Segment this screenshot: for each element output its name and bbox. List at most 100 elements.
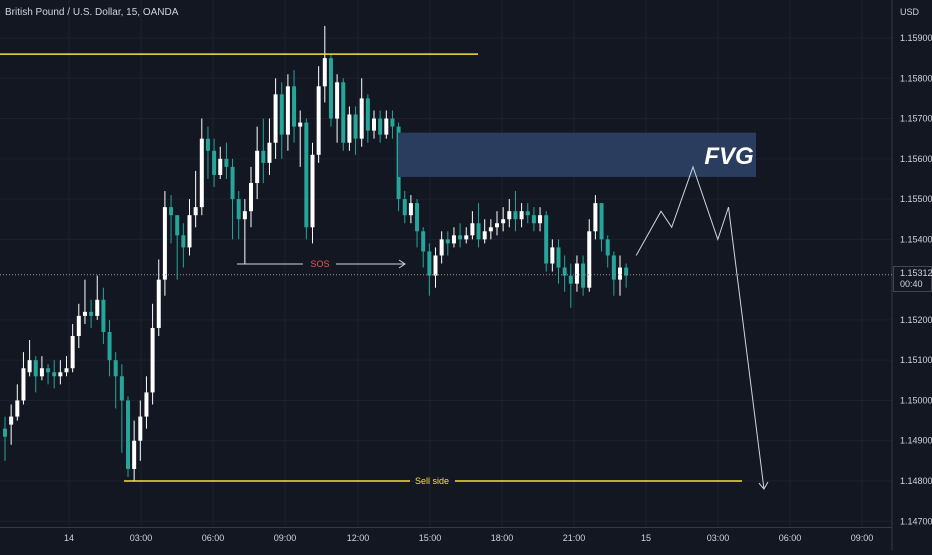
bull-candle [261, 118, 266, 183]
bear-candle [199, 118, 204, 216]
bear-candle [76, 303, 81, 349]
time-axis[interactable]: 14 03:00 06:00 09:00 12:00 15:00 18:00 21:00 15 0… [64, 533, 873, 543]
candle-body [89, 311, 94, 316]
candle-body [224, 158, 229, 167]
candle-body [378, 118, 383, 135]
bear-candle [9, 404, 14, 445]
bull-candle [390, 110, 395, 139]
candle-body [261, 150, 266, 163]
last-price-value: 1.15312 [900, 268, 932, 278]
bear-candle [335, 74, 340, 143]
bear-candle [273, 78, 278, 159]
time-tick-label: 14 [64, 533, 74, 543]
bull-candle [107, 319, 112, 377]
bull-candle [212, 138, 217, 188]
bear-candle [132, 420, 137, 481]
bull-candle [126, 396, 130, 477]
time-tick-label: 18:00 [491, 533, 514, 543]
bull-candle [421, 227, 426, 268]
bull-candle [402, 191, 407, 224]
currency-label: USD [900, 7, 920, 17]
candle-body [538, 215, 543, 224]
bear-candle [408, 195, 413, 224]
candle-body [335, 82, 340, 119]
bull-candle [353, 106, 358, 155]
candle-body [445, 239, 450, 244]
candle-body [193, 207, 198, 216]
candle-body [212, 150, 217, 175]
candle-body [365, 98, 370, 131]
candle-body [605, 239, 610, 256]
candle-body [402, 199, 407, 216]
bull-candle [279, 82, 284, 159]
candle-body [267, 142, 272, 163]
symbol-title[interactable]: British Pound / U.S. Dollar, 15, OANDA [5, 7, 179, 18]
price-tick-label: 1.15400 [900, 234, 932, 244]
bear-candle [618, 255, 622, 296]
bull-candle [476, 203, 481, 248]
candle-body [82, 311, 87, 316]
candle-body [624, 267, 629, 276]
candle-body [242, 211, 247, 220]
candle-body [464, 235, 469, 240]
bull-candle [415, 199, 420, 248]
bear-candle [27, 340, 32, 377]
candle-body [568, 275, 573, 284]
candle-body [46, 368, 51, 373]
candle-body [3, 428, 7, 437]
candle-body [9, 416, 14, 425]
bear-candle [501, 207, 506, 232]
bear-candle [316, 66, 321, 163]
bull-candle [513, 191, 518, 232]
candle-body [322, 58, 327, 87]
candle-body [273, 94, 278, 143]
candle-body [95, 299, 100, 316]
bear-candle [193, 170, 198, 228]
bull-candle [378, 110, 383, 143]
candle-body [144, 392, 149, 417]
price-tick-label: 1.14900 [900, 436, 932, 446]
bear-candle [359, 78, 364, 147]
candle-body [27, 360, 32, 373]
bull-candle [328, 54, 333, 127]
bear-candle [39, 356, 44, 381]
candle-body [501, 219, 506, 224]
candle-body [21, 368, 26, 401]
candles-group [3, 25, 629, 481]
price-tick-label: 1.15900 [900, 33, 932, 43]
bull-candle [544, 211, 549, 272]
bear-candle [144, 376, 149, 429]
bull-candle [599, 203, 604, 252]
bear-candle [574, 255, 579, 292]
candle-body [581, 263, 586, 288]
annotation-overlays: FVG SOS Sell side [0, 53, 892, 490]
price-tick-label: 1.15100 [900, 355, 932, 365]
candle-body [249, 182, 253, 212]
candle-body [488, 227, 493, 232]
candle-body [169, 207, 174, 216]
price-tick-label: 1.15000 [900, 395, 932, 405]
bear-candle [15, 384, 20, 421]
bull-candle [445, 231, 450, 256]
time-tick-label: 06:00 [202, 533, 225, 543]
candle-body [451, 235, 456, 244]
candle-body [408, 203, 413, 216]
candle-body [544, 215, 549, 264]
bull-candle [562, 255, 567, 292]
price-axis[interactable]: 1.15900 1.15800 1.15700 1.15600 1.15500 1.154… [900, 33, 932, 526]
candle-body [599, 203, 604, 240]
bear-candle [538, 207, 543, 232]
candle-body [433, 255, 438, 276]
candle-body [482, 231, 487, 240]
candle-body [353, 114, 358, 139]
bear-candle [482, 219, 487, 244]
bull-candle [525, 203, 530, 224]
bear-candle [470, 211, 475, 240]
candle-body [76, 315, 81, 337]
bull-candle [175, 215, 180, 280]
candle-body [70, 336, 75, 369]
candle-body [519, 211, 524, 220]
bull-candle [624, 263, 629, 288]
